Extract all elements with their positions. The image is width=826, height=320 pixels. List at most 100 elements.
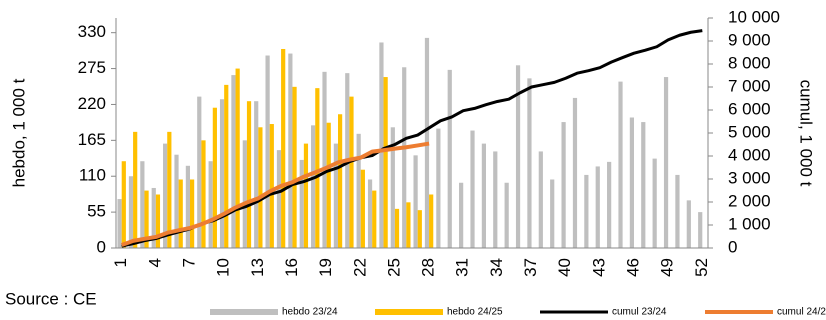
bar [429,194,434,248]
bar [417,210,422,248]
y2-tick-label: 0 [728,237,737,256]
legend-label: hebdo 24/25 [447,307,503,318]
bar [584,174,589,248]
y-tick-label: 55 [87,202,106,221]
bar [185,165,190,248]
y-tick-label: 220 [78,94,106,113]
x-tick-label: 52 [692,258,711,277]
y-tick-label: 0 [97,237,106,256]
y2-tick-label: 9 000 [728,30,771,49]
bar [504,182,509,248]
bar [174,154,179,248]
bar [561,122,566,248]
x-tick-label: 19 [316,258,335,277]
y2-tick-label: 6 000 [728,99,771,118]
bar [641,122,646,248]
bar [338,114,343,248]
legend-label: hebdo 23/24 [282,307,338,318]
bar [349,96,354,248]
x-tick-label: 40 [555,258,574,277]
bar [322,71,327,248]
x-tick-label: 34 [487,258,506,277]
bar [618,81,623,248]
y2-tick-label: 1 000 [728,214,771,233]
y2-tick-label: 4 000 [728,145,771,164]
bar [201,140,206,248]
bar [258,127,263,248]
bar [447,69,452,248]
bar [208,161,213,248]
bar [406,202,411,248]
source: Source : CE [5,289,97,308]
bar [413,155,418,248]
x-tick-label: 49 [658,258,677,277]
bar [436,128,441,248]
bar [128,176,134,248]
y2-tick-label: 10 000 [728,7,780,26]
bar [242,140,247,248]
bar [538,151,543,248]
bar [190,179,195,248]
bar [281,48,286,249]
bar [629,117,634,249]
bar [224,84,229,249]
y-tick-label: 165 [78,130,106,149]
x-tick-label: 46 [623,258,642,277]
y2-tick-label: 3 000 [728,168,771,187]
bar [155,194,161,248]
x-tick-label: 22 [350,258,369,277]
bar [288,53,293,248]
bar [117,199,122,248]
bar [303,143,309,248]
bar [367,179,373,248]
x-tick-label: 10 [214,258,233,277]
bar [663,77,669,248]
x-tick-label: 25 [384,258,403,277]
bar [212,107,217,248]
x-tick-label: 31 [453,258,472,277]
bar [311,125,316,248]
x-tick-label: 37 [521,258,540,277]
x-tick-label: 4 [145,258,164,267]
x-tick-label: 28 [419,258,438,277]
x-tick-label: 13 [248,258,267,277]
bar [652,158,657,248]
bar [686,200,691,248]
bar [360,169,365,248]
bar [493,151,498,248]
bar [315,88,320,248]
bar [390,127,395,248]
legend-label: cumul 24/25 [777,307,826,318]
bar [276,150,282,248]
x-tick-label: 7 [179,258,198,267]
bar [470,130,475,248]
y2-tick-label: 2 000 [728,191,771,210]
y2-tick-label: 7 000 [728,76,771,95]
y-tick-label: 275 [78,58,106,77]
x-tick-label: 43 [589,258,608,277]
y2-axis-label: cumul, 1 000 t [797,80,816,187]
bar [292,86,297,248]
bar [219,99,225,248]
bar [254,101,259,248]
legend-swatch [210,309,278,315]
bar [333,143,338,248]
bar [235,68,240,248]
bar [299,159,304,248]
bar [698,212,703,248]
y-axis-label: hebdo, 1 000 t [9,78,28,187]
bar [163,143,168,248]
bar [167,131,172,248]
bar [356,133,361,248]
y2-tick-label: 5 000 [728,122,771,141]
bar [246,101,252,248]
legend-swatch [375,309,443,315]
line [121,141,430,247]
bar [383,77,388,248]
bar [572,97,578,248]
bar [394,208,400,248]
bar [607,161,612,248]
bar [372,190,377,248]
x-tick-label: 16 [282,258,301,277]
